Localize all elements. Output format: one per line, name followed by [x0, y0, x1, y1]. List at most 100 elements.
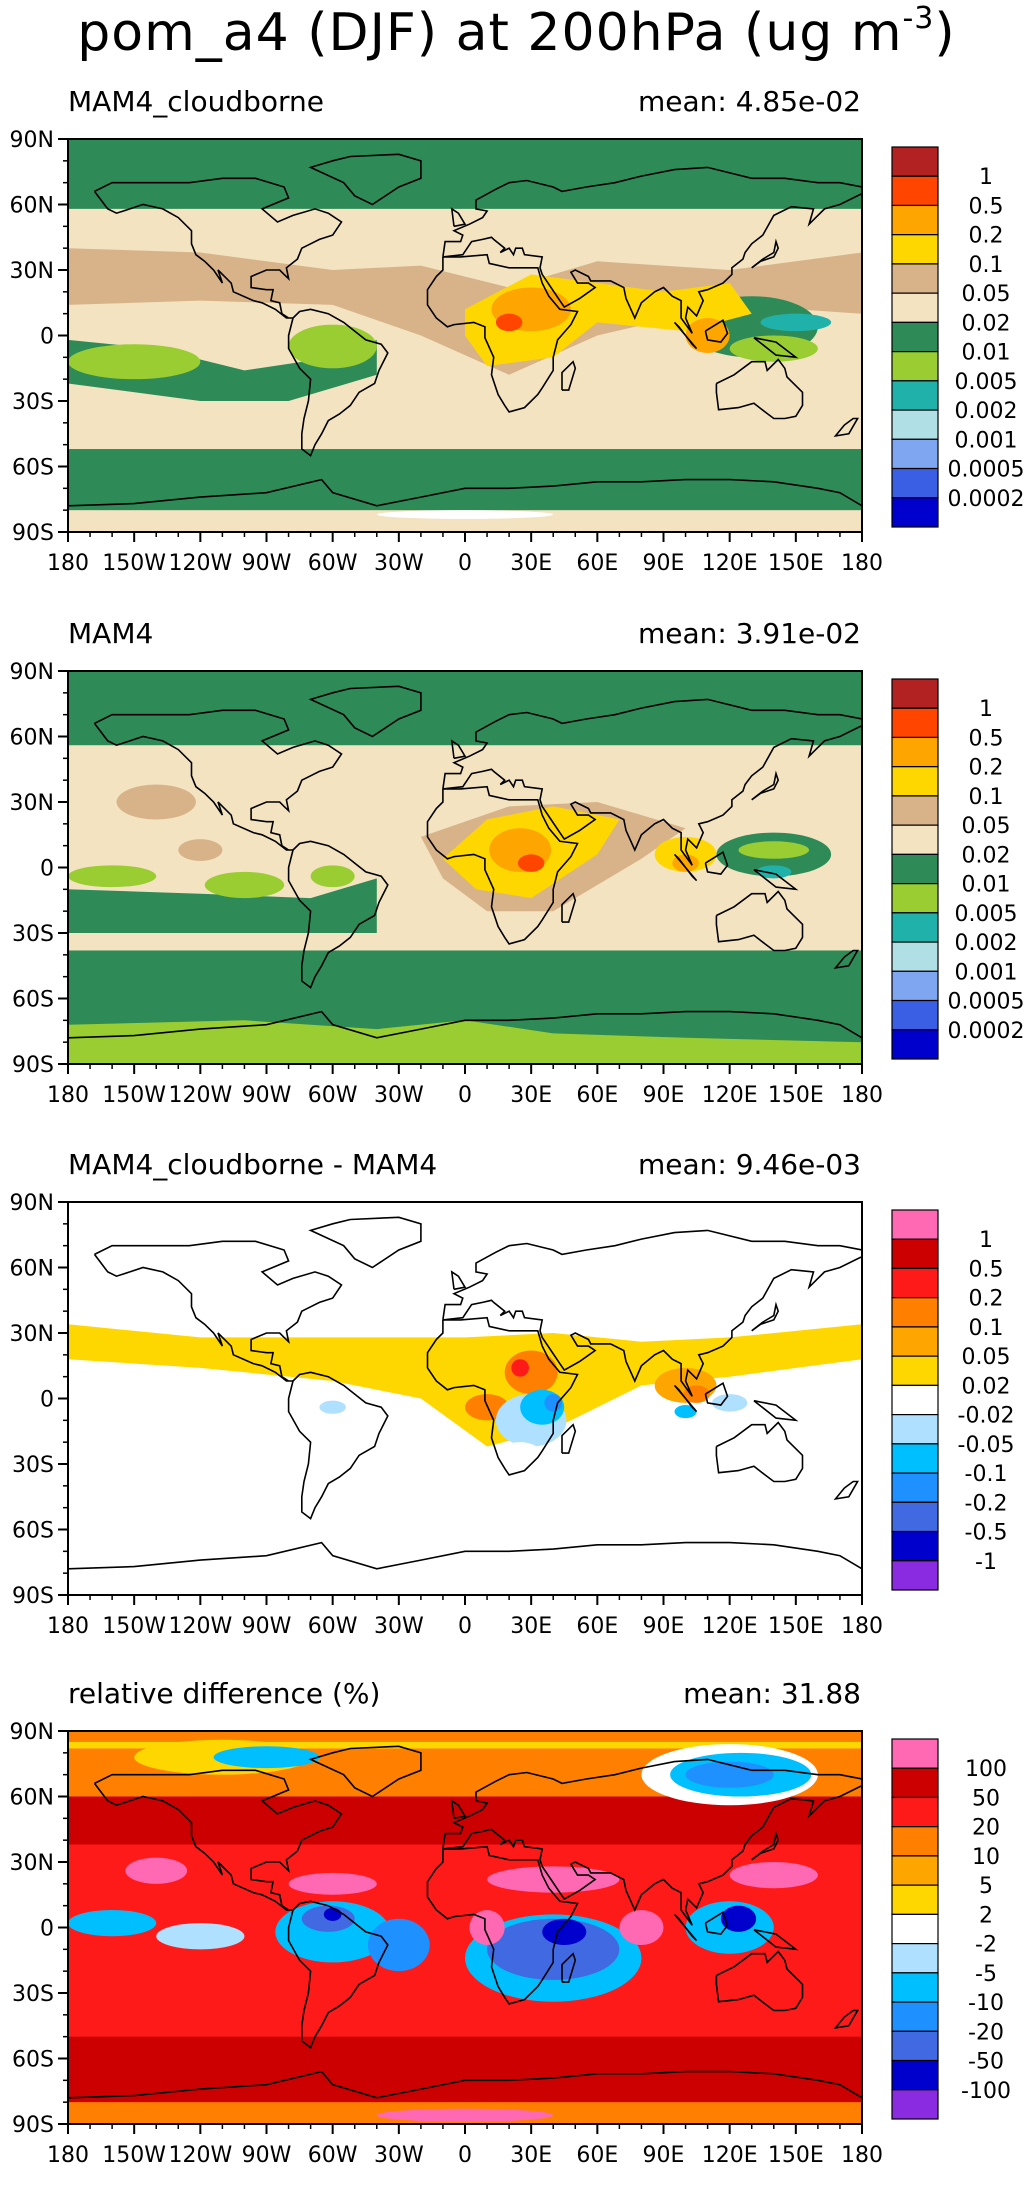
colorbar-swatch — [891, 1972, 939, 2003]
field-contour — [116, 784, 196, 820]
colorbar-label: 0.001 — [955, 960, 1018, 985]
coastline — [287, 840, 389, 989]
field-contour — [685, 318, 730, 353]
colorbar-label: 0.02 — [962, 843, 1011, 868]
colorbar-swatch — [891, 999, 939, 1031]
coastline — [442, 1758, 862, 1926]
field-contour — [685, 1761, 774, 1788]
coastline — [68, 1541, 862, 1570]
unit-exponent: -3 — [902, 1, 935, 36]
coastline — [561, 1423, 577, 1454]
coastline — [704, 1910, 729, 1935]
colorbar-label: -100 — [961, 2079, 1011, 2104]
coastline — [93, 709, 343, 851]
colorbar-label: -0.5 — [965, 1521, 1008, 1546]
field-contour — [542, 1918, 587, 1945]
field-contour — [178, 839, 223, 861]
lon-label: 90E — [643, 2143, 685, 2168]
colorbar-swatch — [891, 1209, 939, 1240]
coastline — [308, 1216, 422, 1269]
lon-label: 150W — [102, 1614, 166, 1639]
coastline — [753, 336, 799, 359]
lon-label: 150W — [102, 1083, 166, 1108]
colorbar-swatch — [891, 736, 939, 768]
colorbar-label: -0.05 — [958, 1433, 1015, 1458]
field-contour — [367, 1918, 430, 1972]
field-band — [68, 2036, 862, 2103]
map-plot: 90N 60N 30N 0 30S 60S 90S 180 150W 120W 90W 60W 30W 0… — [10, 1720, 1011, 2168]
colorbar-label: 20 — [972, 1816, 1000, 1841]
lon-label: 90W — [242, 1614, 292, 1639]
lon-label: 60W — [308, 1614, 358, 1639]
colorbar-label: 0.05 — [962, 814, 1011, 839]
field-contour — [498, 1442, 543, 1469]
colorbar-label: 0.02 — [962, 311, 1011, 336]
lon-label: 120E — [702, 1614, 758, 1639]
colorbar-swatch — [891, 1530, 939, 1562]
colorbar-swatch — [891, 766, 939, 797]
lat-label: 90N — [10, 660, 54, 685]
lat-label: 30N — [10, 1322, 54, 1347]
field-contour — [756, 865, 792, 879]
coastline — [308, 1745, 422, 1798]
coastline — [715, 1421, 804, 1483]
panel-mean: mean: 31.88 — [683, 1677, 861, 1710]
colorbar-label: -0.2 — [965, 1491, 1008, 1516]
colorbar-label: 0.005 — [955, 902, 1018, 927]
field-band — [68, 1741, 862, 1749]
lon-label: 90W — [242, 1083, 292, 1108]
lon-label: 180 — [47, 1083, 89, 1108]
map-panel-relative-difference: relative difference (%) mean: 31.88 90N 6… — [0, 1677, 1033, 2207]
field-contour — [319, 1400, 346, 1414]
lon-label: 30E — [510, 2143, 552, 2168]
coastline — [561, 892, 577, 923]
panel-title: MAM4_cloudborne - MAM4 — [68, 1148, 438, 1181]
colorbar-label: 100 — [965, 1757, 1007, 1782]
coastline — [442, 166, 862, 334]
colorbar-swatch — [891, 883, 939, 914]
lon-label: 60W — [308, 551, 358, 576]
colorbar-swatch — [891, 2089, 939, 2120]
lon-label: 180 — [841, 2143, 883, 2168]
lon-label: 0 — [458, 2143, 472, 2168]
coastline — [426, 253, 579, 413]
field-contour — [288, 1872, 377, 1895]
lon-label: 90W — [242, 2143, 292, 2168]
colorbar-swatch — [891, 1943, 939, 1974]
figure-title: pom_a4 (DJF) at 200hPa (ug m-3) — [77, 1, 956, 63]
lon-label: 90E — [643, 1083, 685, 1108]
field-layer — [68, 671, 862, 1064]
colorbar-swatch — [891, 2001, 939, 2032]
coastline — [751, 238, 780, 269]
colorbar-swatch — [891, 912, 939, 943]
lon-label: 60E — [576, 1614, 618, 1639]
colorbar-swatch — [891, 292, 939, 323]
colorbar-swatch — [891, 1738, 939, 1769]
lon-label: 30W — [374, 1614, 424, 1639]
coastline — [833, 417, 859, 438]
coastline — [561, 360, 577, 391]
colorbar-label: 0.05 — [962, 282, 1011, 307]
colorbar-swatch — [891, 467, 939, 499]
panel-mean: mean: 4.85e-02 — [637, 85, 861, 118]
colorbar-swatch — [891, 1884, 939, 1915]
lon-label: 150E — [768, 1083, 824, 1108]
lat-label: 0 — [40, 857, 54, 882]
coastline — [753, 1928, 799, 1951]
lat-label: 90N — [10, 1191, 54, 1216]
lat-label: 30S — [12, 922, 54, 947]
field-contour — [68, 1910, 157, 1937]
colorbar-swatch — [891, 1913, 939, 1945]
field-contour — [288, 324, 377, 369]
field-contour — [720, 1905, 757, 1932]
coastline — [450, 739, 467, 760]
colorbar-swatch — [891, 1029, 939, 1060]
field-layer — [68, 1202, 862, 1595]
coastline — [308, 153, 422, 206]
colorbar-label: 0.5 — [969, 194, 1004, 219]
field-contour — [738, 841, 810, 859]
field-contour — [729, 1862, 818, 1889]
field-contour — [376, 2108, 554, 2122]
coastline — [561, 1952, 577, 1983]
lat-label: 60N — [10, 1257, 54, 1282]
